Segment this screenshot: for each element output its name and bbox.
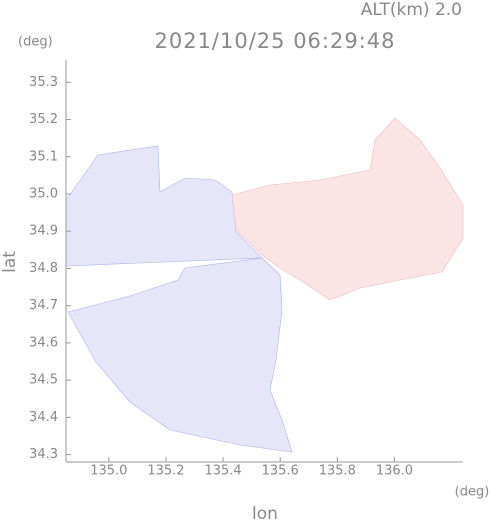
x-unit: (deg) [455, 485, 490, 500]
y-unit: (deg) [18, 35, 53, 50]
x-tick-label: 136.0 [376, 464, 413, 479]
x-tick-label: 135.6 [262, 464, 299, 479]
x-tick-label: 135.8 [319, 464, 356, 479]
chart-title: 2021/10/25 06:29:48 [154, 29, 395, 53]
y-tick-label: 35.0 [29, 187, 58, 202]
y-tick-label: 34.7 [29, 298, 58, 313]
field-blue-upper [65, 145, 263, 267]
y-tick-label: 34.9 [29, 224, 58, 239]
x-tick-label: 135.0 [90, 464, 127, 479]
axes [65, 60, 463, 463]
altitude-label: ALT(km) 2.0 [361, 0, 462, 20]
x-tick-label: 135.2 [147, 464, 184, 479]
y-axis-label: lat [0, 251, 20, 273]
radar-field [65, 117, 464, 453]
y-tick-label: 34.3 [29, 447, 58, 462]
y-tick-label: 34.4 [29, 410, 58, 425]
y-tick-label: 34.6 [29, 335, 58, 350]
y-tick-label: 35.1 [29, 149, 58, 164]
field-pink [231, 117, 464, 301]
y-tick-label: 34.5 [29, 373, 58, 388]
x-axis-label: lon [252, 504, 278, 521]
field-blue-lower [67, 257, 293, 453]
y-tick-label: 34.8 [29, 261, 58, 276]
y-tick-label: 35.2 [29, 112, 58, 127]
x-tick-label: 135.4 [204, 464, 241, 479]
field-white-hole [290, 290, 380, 350]
y-tick-label: 35.3 [29, 75, 58, 90]
